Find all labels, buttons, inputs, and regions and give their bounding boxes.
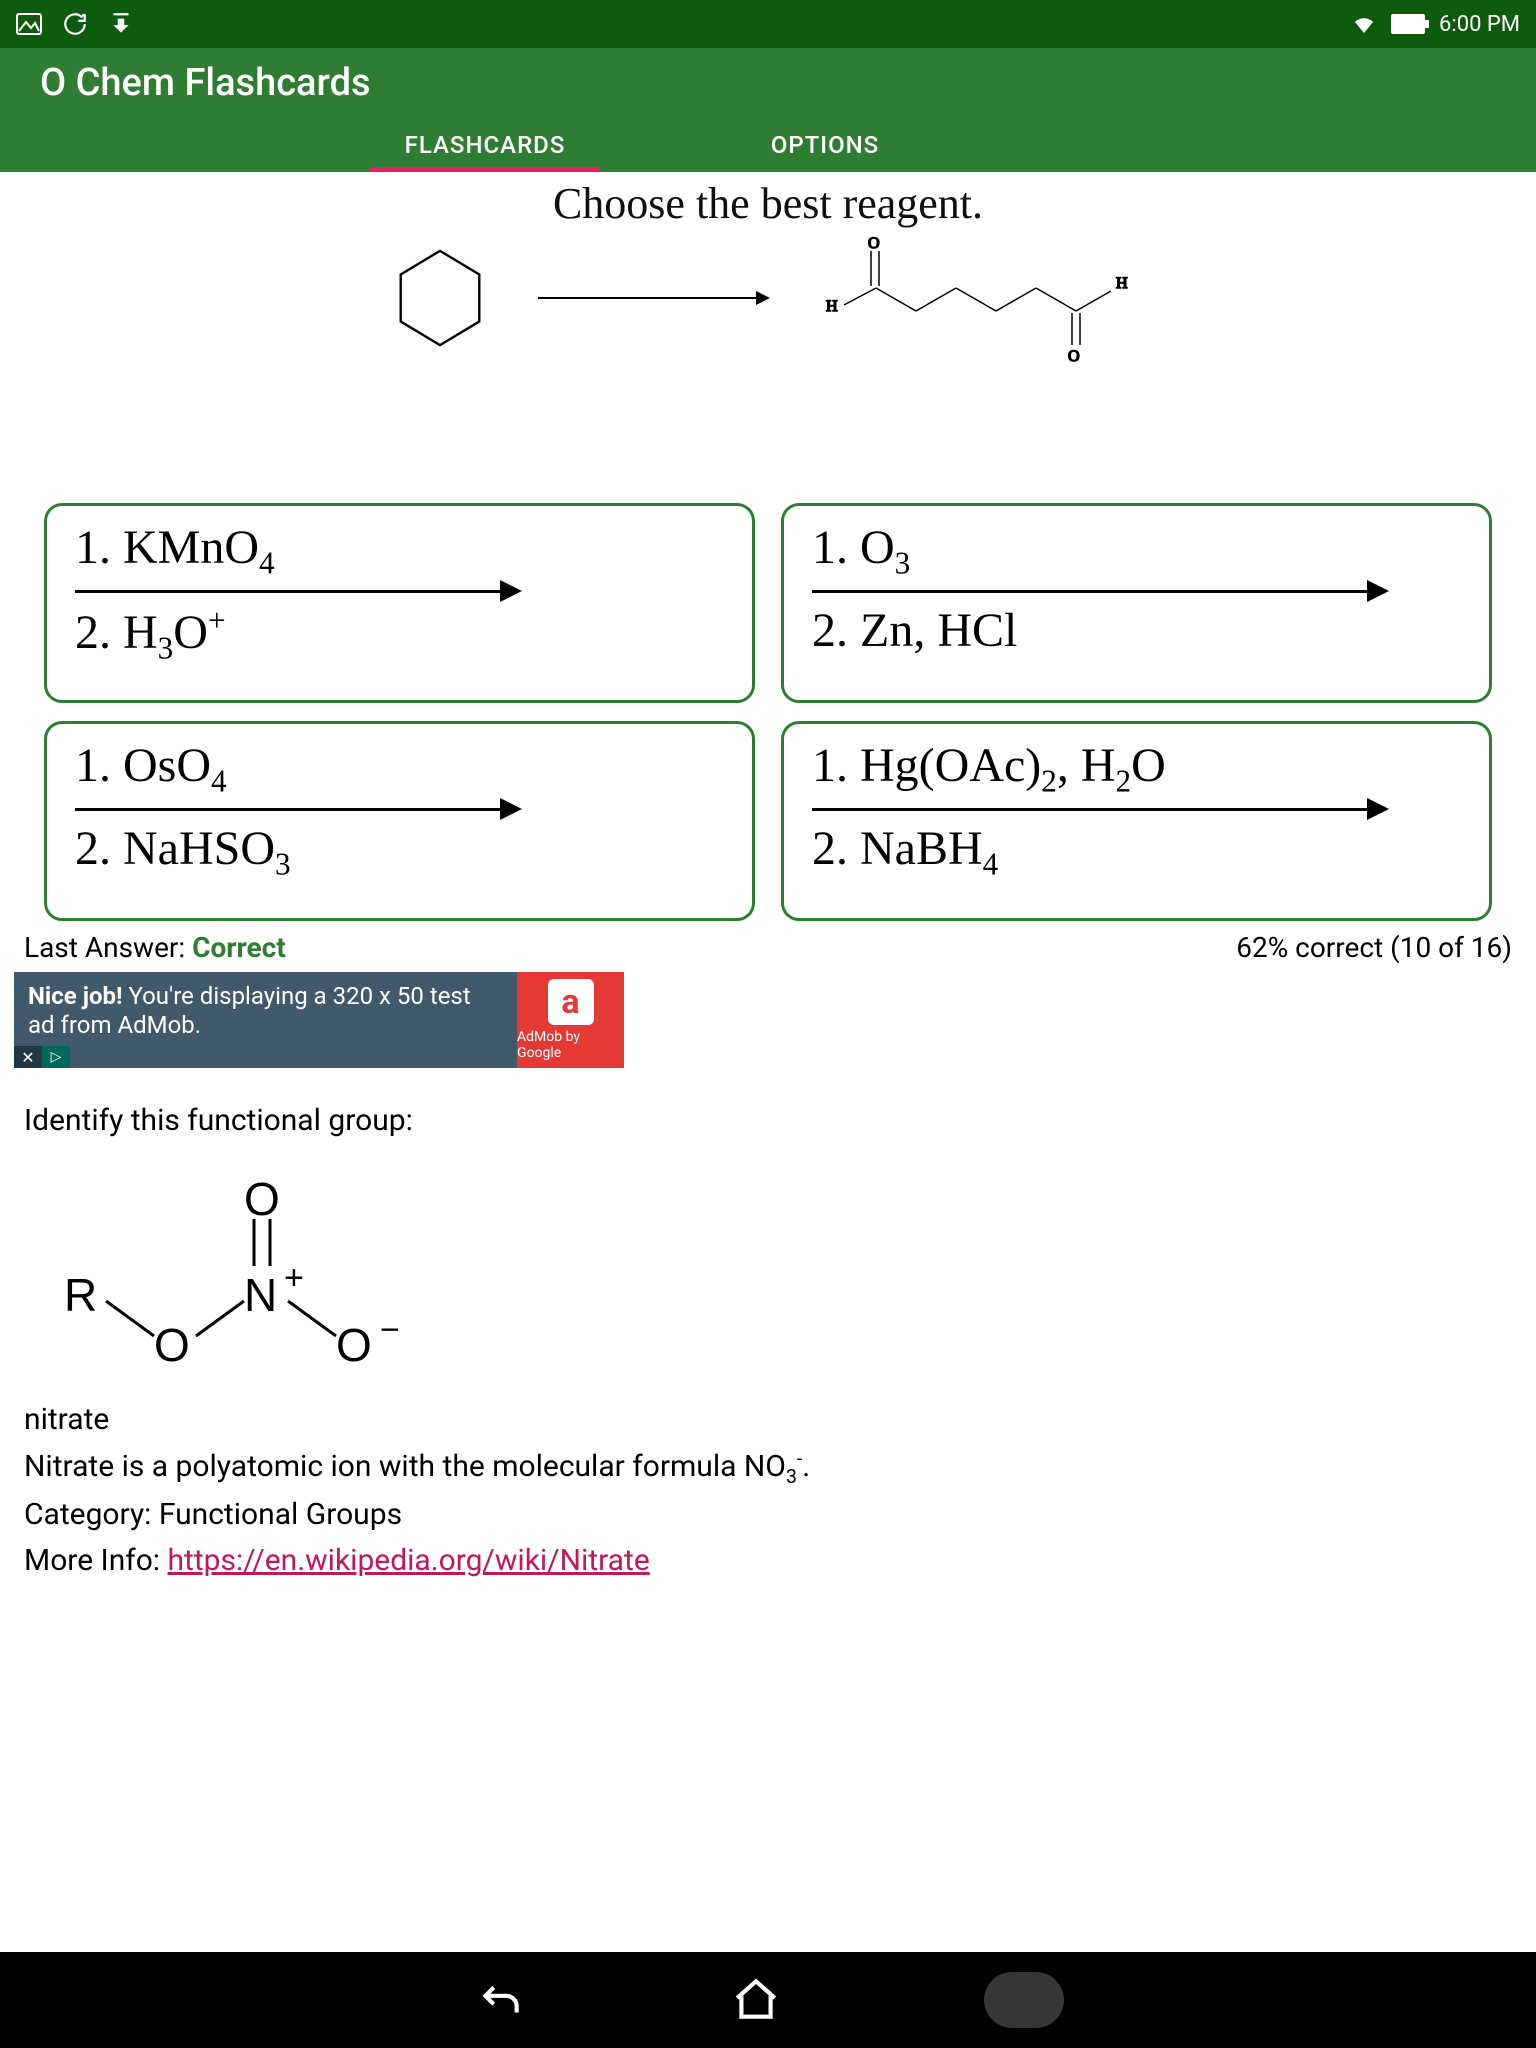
- tab-options[interactable]: OPTIONS: [710, 117, 940, 172]
- ad-brand: a AdMob by Google: [517, 972, 624, 1068]
- answer-2-line1: 1. O3: [812, 520, 1461, 582]
- download-icon: [108, 11, 134, 37]
- tab-flashcards-label: FLASHCARDS: [405, 131, 566, 159]
- sync-icon: [62, 11, 88, 37]
- svg-text:H: H: [1116, 275, 1128, 292]
- app-title: O Chem Flashcards: [40, 61, 371, 105]
- ad-play-icon[interactable]: ▷: [42, 1046, 70, 1068]
- product-structure: H O O H: [816, 233, 1146, 363]
- battery-icon: [1391, 14, 1425, 34]
- wifi-icon: [1351, 11, 1377, 37]
- ad-text: Nice job! You're displaying a 320 x 50 t…: [14, 972, 517, 1050]
- svg-text:H: H: [826, 298, 838, 315]
- explanation-name: nitrate: [24, 1397, 1512, 1444]
- result-row: Last Answer: Correct 62% correct (10 of …: [0, 921, 1536, 964]
- tab-bar: FLASHCARDS OPTIONS: [0, 117, 1536, 172]
- nav-recent-button[interactable]: [984, 1972, 1064, 2028]
- svg-text:N: N: [244, 1269, 277, 1321]
- explanation-desc: Nitrate is a polyatomic ion with the mol…: [24, 1444, 1512, 1492]
- main-content: Choose the best reagent. H O O H 1. K: [0, 172, 1536, 1952]
- explanation-category: Category: Functional Groups: [24, 1492, 1512, 1539]
- ad-banner[interactable]: Nice job! You're displaying a 320 x 50 t…: [14, 972, 624, 1068]
- explanation-section: Identify this functional group: R O N + …: [0, 1068, 1536, 1585]
- nav-back-button[interactable]: [472, 1972, 528, 2028]
- svg-text:−: −: [380, 1311, 400, 1349]
- app-bar: O Chem Flashcards: [0, 48, 1536, 117]
- svg-text:O: O: [336, 1319, 372, 1371]
- answer-option-4[interactable]: 1. Hg(OAc)2, H2O 2. NaBH4: [781, 721, 1492, 921]
- answer-option-3[interactable]: 1. OsO4 2. NaHSO3: [44, 721, 755, 921]
- tab-flashcards[interactable]: FLASHCARDS: [370, 117, 600, 172]
- last-answer-value: Correct: [192, 931, 286, 964]
- answer-4-line2: 2. NaBH4: [812, 821, 1461, 883]
- last-answer-label: Last Answer: Correct: [24, 931, 286, 964]
- question-title: Choose the best reagent.: [0, 178, 1536, 229]
- explanation-more-info: More Info: https://en.wikipedia.org/wiki…: [24, 1538, 1512, 1585]
- clock-text: 6:00 PM: [1439, 12, 1520, 37]
- svg-text:O: O: [1068, 348, 1080, 363]
- android-status-bar: 6:00 PM: [0, 0, 1536, 48]
- answer-3-line2: 2. NaHSO3: [75, 821, 724, 883]
- reagent-arrow: [812, 590, 1383, 593]
- admob-logo-icon: a: [548, 979, 594, 1025]
- svg-text:O: O: [154, 1319, 190, 1371]
- nav-home-button[interactable]: [728, 1972, 784, 2028]
- reaction-scheme: H O O H: [0, 233, 1536, 363]
- more-info-link[interactable]: https://en.wikipedia.org/wiki/Nitrate: [168, 1543, 650, 1578]
- answer-option-2[interactable]: 1. O3 2. Zn, HCl: [781, 503, 1492, 703]
- svg-text:O: O: [868, 235, 880, 252]
- answer-4-line1: 1. Hg(OAc)2, H2O: [812, 738, 1461, 800]
- explanation-prompt: Identify this functional group:: [24, 1098, 1512, 1145]
- reactant-structure: [390, 243, 490, 353]
- picture-icon: [16, 11, 42, 37]
- reaction-arrow: [538, 297, 768, 299]
- ad-close-icon[interactable]: ✕: [14, 1046, 42, 1068]
- ad-brand-label: AdMob by Google: [517, 1029, 624, 1061]
- android-nav-bar: [0, 1952, 1536, 2048]
- answer-1-line1: 1. KMnO4: [75, 520, 724, 582]
- functional-group-structure: R O N + O O −: [54, 1171, 424, 1371]
- reagent-arrow: [75, 808, 516, 811]
- answer-1-line2: 2. H3O+: [75, 603, 724, 667]
- svg-text:R: R: [64, 1269, 97, 1321]
- svg-text:O: O: [244, 1173, 280, 1225]
- svg-text:+: +: [284, 1259, 304, 1297]
- answer-3-line1: 1. OsO4: [75, 738, 724, 800]
- answer-option-1[interactable]: 1. KMnO4 2. H3O+: [44, 503, 755, 703]
- reagent-arrow: [75, 590, 516, 593]
- answer-2-line2: 2. Zn, HCl: [812, 603, 1461, 658]
- score-stats: 62% correct (10 of 16): [1236, 931, 1512, 964]
- tab-options-label: OPTIONS: [771, 131, 879, 159]
- answer-grid: 1. KMnO4 2. H3O+ 1. O3 2. Zn, HCl 1. OsO…: [0, 503, 1536, 921]
- reagent-arrow: [812, 808, 1383, 811]
